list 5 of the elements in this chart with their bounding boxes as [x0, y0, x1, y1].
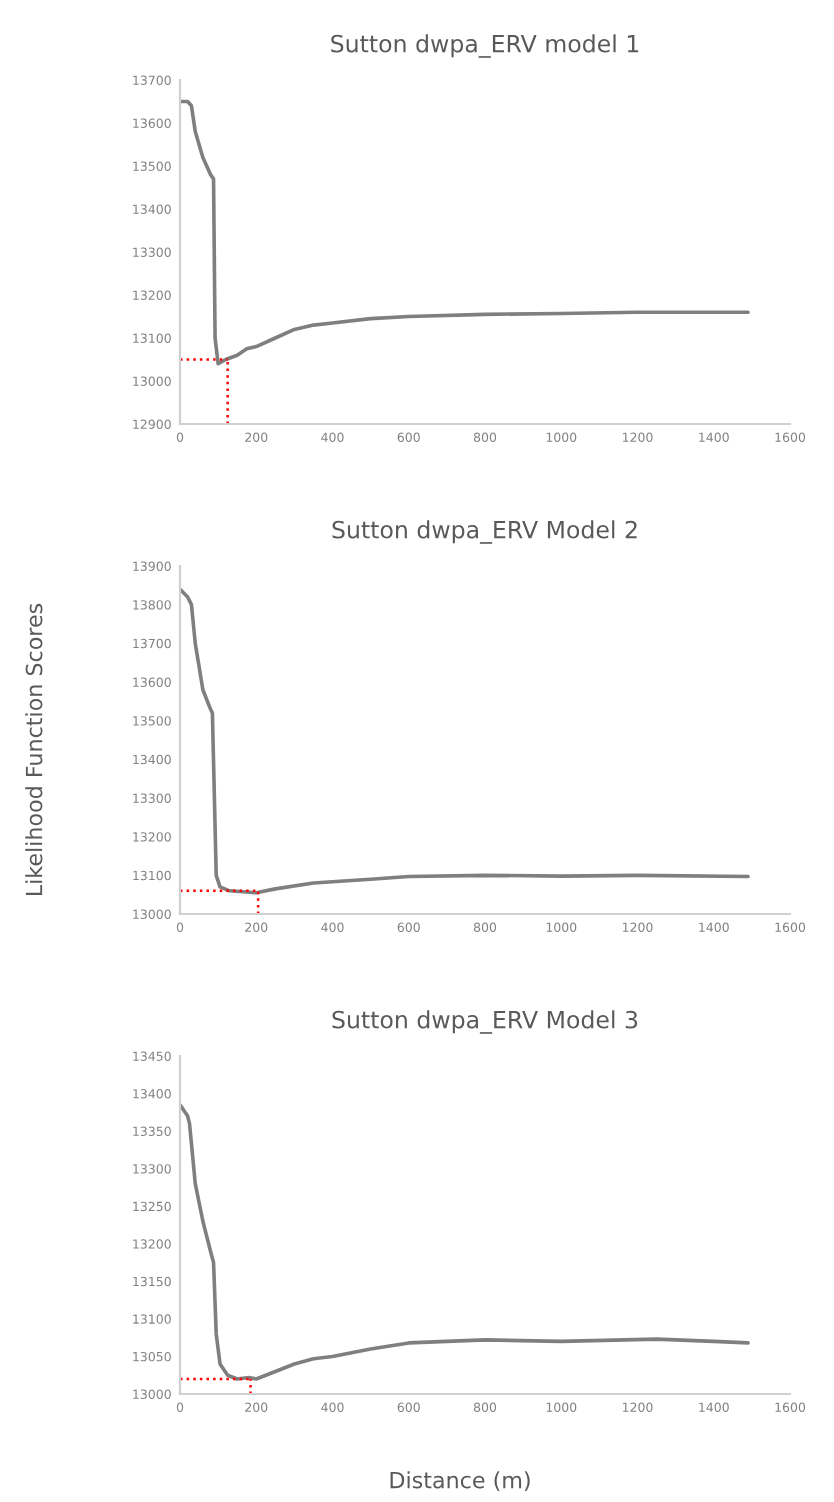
- x-axis-title: Distance (m): [390, 1471, 530, 1492]
- chart-title: Sutton dwpa_ERV model 1: [331, 34, 639, 58]
- chart-title: Sutton dwpa_ERV Model 2: [332, 520, 637, 544]
- y-axis-title: Likelihood Function Scores: [25, 603, 43, 896]
- chart-title: Sutton dwpa_ERV Model 3: [332, 1010, 638, 1034]
